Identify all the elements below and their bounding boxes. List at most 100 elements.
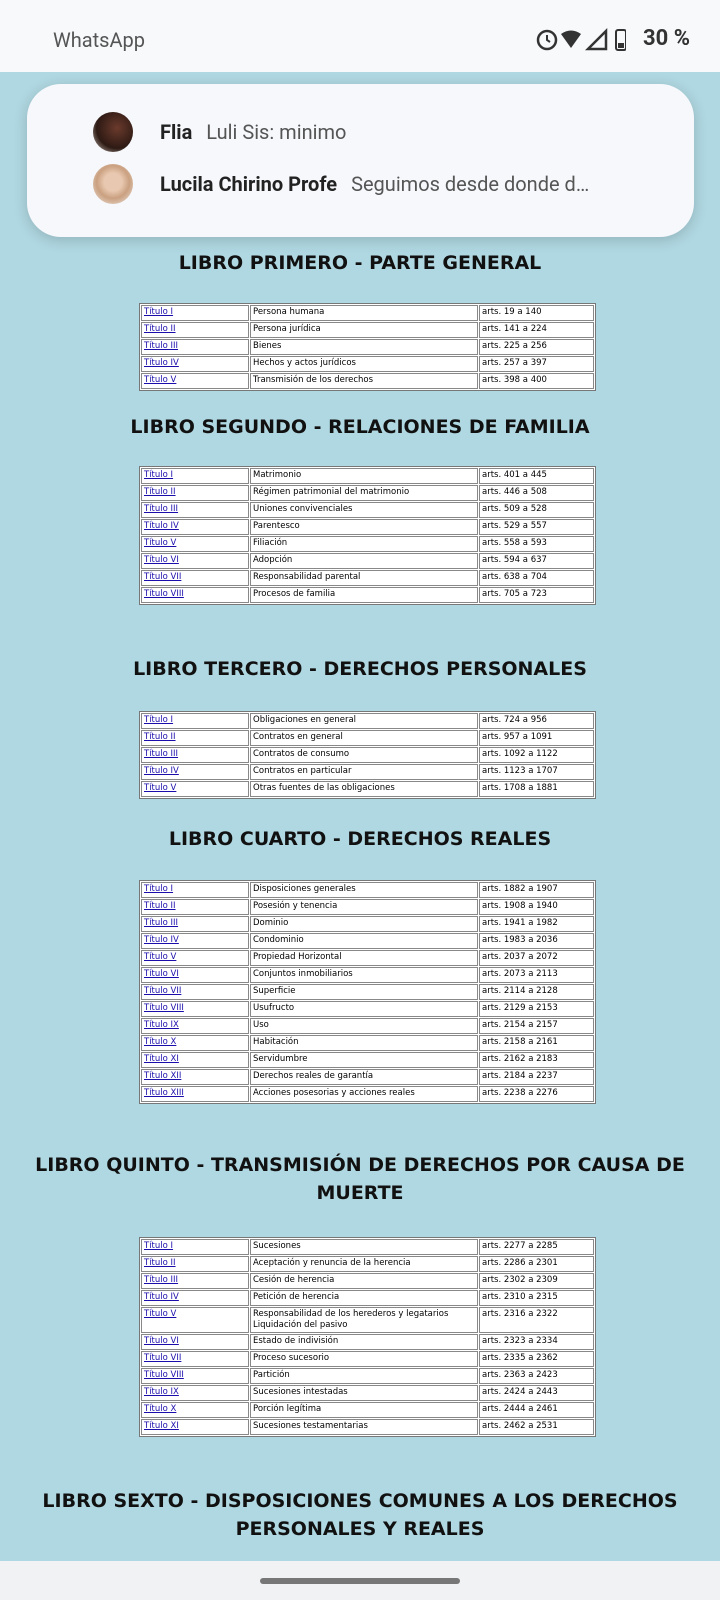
table-row: Título V Transmisión de los derechos arts.… xyxy=(141,373,594,389)
title-link[interactable]: Título II xyxy=(144,324,176,334)
title-link[interactable]: Título I xyxy=(144,884,174,894)
table-cell: arts. 1941 a 1982 xyxy=(479,916,594,932)
navigation-bar xyxy=(0,1561,720,1600)
title-link[interactable]: Título II xyxy=(144,1258,176,1268)
title-link[interactable]: Título IX xyxy=(144,1020,179,1030)
title-link[interactable]: Título V xyxy=(144,952,177,962)
table-cell: Procesos de familia xyxy=(250,587,478,603)
title-link[interactable]: Título II xyxy=(144,901,176,911)
title-link[interactable]: Título X xyxy=(144,1404,177,1414)
battery-level: 30 % xyxy=(643,26,690,51)
notification-row[interactable]: Flia Luli Sis: minimo xyxy=(27,112,694,152)
table-cell: arts. 2184 a 2237 xyxy=(479,1069,594,1085)
title-link[interactable]: Título IX xyxy=(144,1387,179,1397)
table-row: Título X Habitación arts. 2158 a 2161 xyxy=(141,1035,594,1051)
title-link[interactable]: Título IV xyxy=(144,521,179,531)
title-link[interactable]: Título XIII xyxy=(144,1088,184,1098)
title-link[interactable]: Título III xyxy=(144,341,179,351)
table-cell: Título IX xyxy=(141,1018,249,1034)
title-link[interactable]: Título VIII xyxy=(144,589,184,599)
table-cell: Condominio xyxy=(250,933,478,949)
home-handle[interactable] xyxy=(260,1578,460,1584)
table-cell: Título III xyxy=(141,1273,249,1289)
title-link[interactable]: Título IV xyxy=(144,935,179,945)
title-link[interactable]: Título III xyxy=(144,1275,179,1285)
table-cell: Título V xyxy=(141,1307,249,1333)
table-row: Título III Cesión de herencia arts. 2302 a… xyxy=(141,1273,594,1289)
table-row: Título III Contratos de consumo arts. 1092… xyxy=(141,747,594,763)
title-link[interactable]: Título VII xyxy=(144,1353,182,1363)
title-link[interactable]: Título V xyxy=(144,375,177,385)
table-cell: arts. 19 a 140 xyxy=(479,305,594,321)
table-cell: arts. 1708 a 1881 xyxy=(479,781,594,797)
table-cell: Porción legítima xyxy=(250,1402,478,1418)
table-row: Título IV Parentesco arts. 529 a 557 xyxy=(141,519,594,535)
title-link[interactable]: Título V xyxy=(144,1309,177,1319)
table-cell: arts. 225 a 256 xyxy=(479,339,594,355)
title-link[interactable]: Título XII xyxy=(144,1071,182,1081)
title-link[interactable]: Título V xyxy=(144,538,177,548)
table-cell: arts. 509 a 528 xyxy=(479,502,594,518)
table-row: Título IV Petición de herencia arts. 2310 … xyxy=(141,1290,594,1306)
title-link[interactable]: Título V xyxy=(144,783,177,793)
table-row: Título VI Adopción arts. 594 a 637 xyxy=(141,553,594,569)
title-link[interactable]: Título IV xyxy=(144,766,179,776)
title-link[interactable]: Título IV xyxy=(144,1292,179,1302)
table-cell: Título XIII xyxy=(141,1086,249,1102)
notification-row[interactable]: Lucila Chirino Profe Seguimos desde donde… xyxy=(27,164,694,204)
table-cell: arts. 2363 a 2423 xyxy=(479,1368,594,1384)
title-link[interactable]: Título VIII xyxy=(144,1370,184,1380)
notification-app: WhatsApp xyxy=(53,28,146,52)
table-row: Título III Uniones convivenciales arts. 50… xyxy=(141,502,594,518)
title-link[interactable]: Título II xyxy=(144,487,176,497)
section-heading: LIBRO TERCERO - DERECHOS PERSONALES xyxy=(133,658,587,680)
title-link[interactable]: Título I xyxy=(144,470,174,480)
table-cell: Título I xyxy=(141,713,249,729)
title-link[interactable]: Título I xyxy=(144,307,174,317)
title-link[interactable]: Título VI xyxy=(144,969,179,979)
articles-table: Título I Matrimonio arts. 401 a 445 Título … xyxy=(139,466,596,605)
title-link[interactable]: Título III xyxy=(144,504,179,514)
title-link[interactable]: Título VII xyxy=(144,572,182,582)
table-cell: arts. 2158 a 2161 xyxy=(479,1035,594,1051)
table-row: Título II Régimen patrimonial del matrimo… xyxy=(141,485,594,501)
title-link[interactable]: Título X xyxy=(144,1037,177,1047)
table-cell: arts. 724 a 956 xyxy=(479,713,594,729)
table-cell: arts. 1123 a 1707 xyxy=(479,764,594,780)
table-cell: Título V xyxy=(141,781,249,797)
table-row: Título XI Sucesiones testamentarias arts. … xyxy=(141,1419,594,1435)
articles-table: Título I Disposiciones generales arts. 188… xyxy=(139,880,596,1104)
title-link[interactable]: Título I xyxy=(144,715,174,725)
title-link[interactable]: Título VI xyxy=(144,555,179,565)
title-link[interactable]: Título XI xyxy=(144,1054,179,1064)
table-cell: arts. 1908 a 1940 xyxy=(479,899,594,915)
table-cell: Título VIII xyxy=(141,1368,249,1384)
title-link[interactable]: Título VIII xyxy=(144,1003,184,1013)
table-row: Título VIII Usufructo arts. 2129 a 2153 xyxy=(141,1001,594,1017)
title-link[interactable]: Título IV xyxy=(144,358,179,368)
table-cell: arts. 2424 a 2443 xyxy=(479,1385,594,1401)
table-row: Título V Otras fuentes de las obligacione… xyxy=(141,781,594,797)
title-link[interactable]: Título III xyxy=(144,749,179,759)
title-link[interactable]: Título I xyxy=(144,1241,174,1251)
table-cell: arts. 957 a 1091 xyxy=(479,730,594,746)
avatar xyxy=(93,112,133,152)
table-cell: arts. 1882 a 1907 xyxy=(479,882,594,898)
title-link[interactable]: Título VI xyxy=(144,1336,179,1346)
table-row: Título XIII Acciones posesorias y accione… xyxy=(141,1086,594,1102)
table-cell: Título III xyxy=(141,747,249,763)
notification-card[interactable]: Flia Luli Sis: minimo Lucila Chirino Profe… xyxy=(27,84,694,237)
table-cell: arts. 257 a 397 xyxy=(479,356,594,372)
table-row: Título X Porción legítima arts. 2444 a 246… xyxy=(141,1402,594,1418)
table-cell: arts. 2037 a 2072 xyxy=(479,950,594,966)
table-cell: Obligaciones en general xyxy=(250,713,478,729)
title-link[interactable]: Título II xyxy=(144,732,176,742)
table-cell: Otras fuentes de las obligaciones xyxy=(250,781,478,797)
title-link[interactable]: Título XI xyxy=(144,1421,179,1431)
table-cell: Habitación xyxy=(250,1035,478,1051)
title-link[interactable]: Título VII xyxy=(144,986,182,996)
message-preview: Luli Sis: minimo xyxy=(206,120,347,144)
table-row: Título II Persona jurídica arts. 141 a 224 xyxy=(141,322,594,338)
title-link[interactable]: Título III xyxy=(144,918,179,928)
table-cell: Persona jurídica xyxy=(250,322,478,338)
